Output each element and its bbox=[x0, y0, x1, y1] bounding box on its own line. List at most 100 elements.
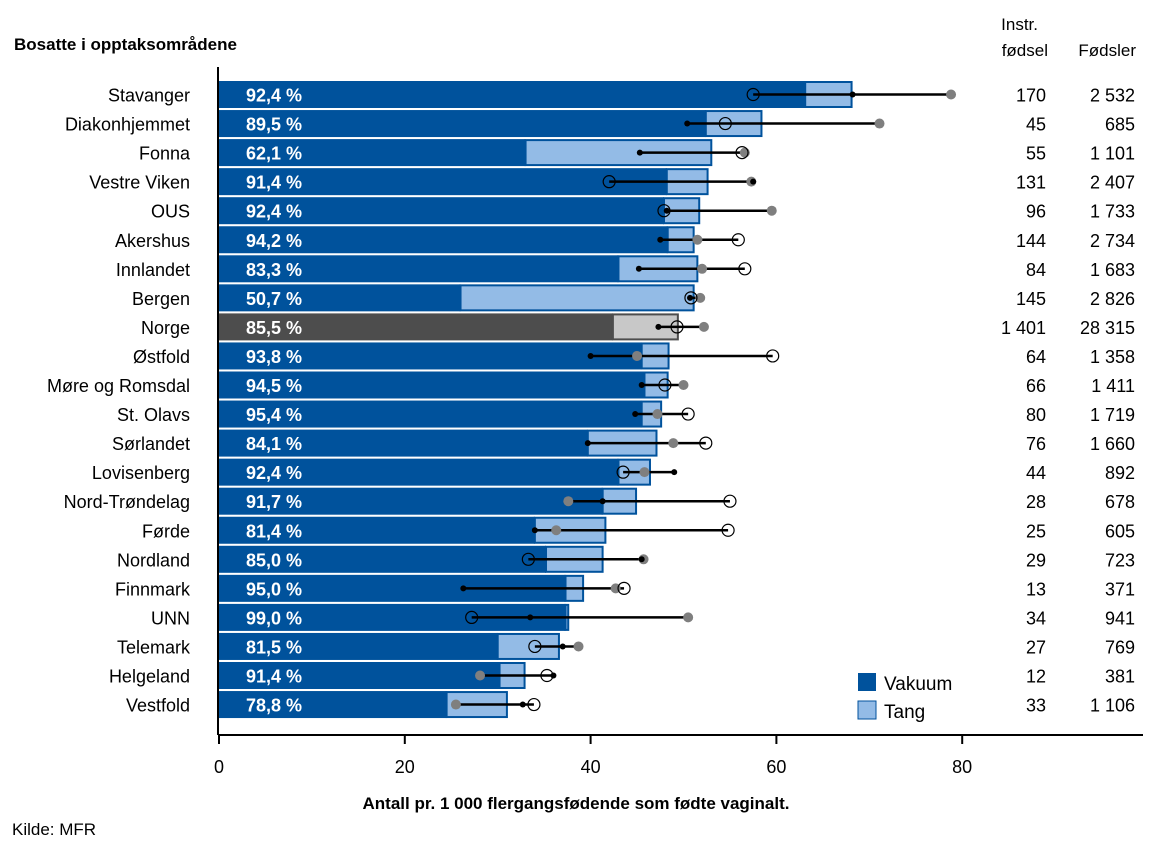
row-label-16: Nordland bbox=[117, 550, 190, 570]
bar-vakuum-3 bbox=[219, 168, 667, 196]
dot-grey-1 bbox=[874, 118, 885, 129]
instr-value-15: 25 bbox=[1026, 521, 1046, 541]
legend-label-tang: Tang bbox=[884, 702, 925, 723]
source-note: Kilde: MFR bbox=[12, 820, 96, 839]
dot-open-9 bbox=[766, 349, 780, 363]
row-label-10: Møre og Romsdal bbox=[47, 376, 190, 396]
percent-label-2: 62,1 % bbox=[246, 144, 302, 164]
births-value-10: 1 411 bbox=[1091, 376, 1135, 396]
dot-grey-14 bbox=[563, 496, 574, 507]
row-label-3: Vestre Viken bbox=[89, 173, 190, 193]
births-value-14: 678 bbox=[1105, 492, 1135, 512]
dot-grey-13 bbox=[639, 467, 650, 478]
births-value-7: 2 826 bbox=[1090, 289, 1135, 309]
instr-value-1: 45 bbox=[1026, 115, 1046, 135]
row-label-20: Helgeland bbox=[109, 667, 190, 687]
percent-label-9: 93,8 % bbox=[246, 347, 302, 367]
legend-swatch-tang bbox=[857, 700, 877, 720]
bar-vakuum-9 bbox=[219, 342, 642, 370]
dot-open-5 bbox=[731, 233, 745, 247]
row-label-1: Diakonhjemmet bbox=[65, 115, 190, 135]
bar-vakuum-0 bbox=[219, 81, 806, 108]
dot-black-18 bbox=[527, 614, 534, 621]
bar-vakuum-21 bbox=[219, 691, 447, 719]
bar-tang-7 bbox=[459, 284, 695, 312]
births-value-8: 28 315 bbox=[1080, 318, 1135, 338]
percent-label-1: 89,5 % bbox=[246, 115, 302, 135]
bar-vakuum-1 bbox=[219, 110, 706, 138]
instr-value-8: 1 401 bbox=[1001, 318, 1046, 338]
births-value-6: 1 683 bbox=[1090, 260, 1135, 280]
instr-value-3: 131 bbox=[1016, 173, 1046, 193]
bar-vakuum-14 bbox=[219, 487, 603, 515]
dot-grey-8 bbox=[698, 321, 709, 332]
x-axis-title: Antall pr. 1 000 flergangsfødende som fø… bbox=[363, 794, 790, 813]
dot-open-10 bbox=[658, 378, 672, 392]
bar-vakuum-12 bbox=[219, 429, 588, 457]
row-label-7: Bergen bbox=[132, 289, 190, 309]
births-value-3: 2 407 bbox=[1090, 173, 1135, 193]
instr-value-7: 145 bbox=[1016, 289, 1046, 309]
percent-label-10: 94,5 % bbox=[246, 376, 302, 396]
instr-value-14: 28 bbox=[1026, 492, 1046, 512]
instr-value-12: 76 bbox=[1026, 434, 1046, 454]
dot-grey-10 bbox=[678, 380, 689, 390]
births-value-15: 605 bbox=[1105, 521, 1135, 541]
dot-open-8 bbox=[670, 320, 684, 334]
dot-black-17 bbox=[460, 585, 467, 592]
percent-label-12: 84,1 % bbox=[246, 434, 302, 454]
dot-black-21 bbox=[519, 701, 526, 708]
dot-open-18 bbox=[465, 610, 479, 625]
instr-value-2: 55 bbox=[1026, 144, 1046, 164]
row-label-8: Norge bbox=[141, 318, 190, 338]
dot-open-0 bbox=[746, 87, 760, 102]
row-label-5: Akershus bbox=[115, 231, 190, 251]
instr-value-17: 13 bbox=[1026, 579, 1046, 599]
row-label-12: Sørlandet bbox=[112, 434, 190, 454]
births-value-2: 1 101 bbox=[1090, 144, 1135, 164]
births-value-1: 685 bbox=[1105, 115, 1135, 135]
percent-label-4: 92,4 % bbox=[246, 202, 302, 222]
chart-title: Bosatte i opptaksområdene bbox=[14, 35, 237, 54]
percent-label-11: 95,4 % bbox=[246, 405, 302, 425]
x-tick-label-2: 40 bbox=[581, 757, 601, 777]
births-value-20: 381 bbox=[1105, 667, 1135, 687]
x-tick-label-0: 0 bbox=[214, 757, 224, 777]
dot-open-17 bbox=[617, 581, 631, 595]
bar-vakuum-4 bbox=[219, 197, 664, 225]
births-value-17: 371 bbox=[1105, 579, 1135, 599]
dot-grey-4 bbox=[766, 205, 777, 216]
row-label-18: UNN bbox=[151, 608, 190, 628]
header-instr-line1: Instr. bbox=[1001, 15, 1038, 34]
percent-label-19: 81,5 % bbox=[246, 637, 302, 657]
births-value-4: 1 733 bbox=[1090, 202, 1135, 222]
dot-grey-18 bbox=[683, 612, 694, 623]
dot-black-13 bbox=[671, 469, 678, 476]
row-label-15: Førde bbox=[142, 521, 190, 541]
births-value-5: 2 734 bbox=[1090, 231, 1135, 251]
percent-label-18: 99,0 % bbox=[246, 608, 302, 628]
dot-open-6 bbox=[738, 262, 752, 276]
header-instr-line2: fødsel bbox=[1002, 41, 1048, 60]
x-tick-label-4: 80 bbox=[952, 757, 972, 777]
births-value-0: 2 532 bbox=[1090, 86, 1135, 106]
dot-black-19 bbox=[559, 643, 566, 650]
dot-open-12 bbox=[699, 436, 713, 450]
instr-value-20: 12 bbox=[1026, 667, 1046, 687]
dot-open-13 bbox=[616, 465, 630, 479]
dot-grey-20 bbox=[475, 670, 486, 681]
x-axis-ticks: 0 20 40 60 80 bbox=[214, 735, 972, 777]
dot-black-8 bbox=[655, 323, 662, 330]
percent-label-3: 91,4 % bbox=[246, 173, 302, 193]
dot-black-10 bbox=[638, 382, 645, 388]
bar-vakuum-6 bbox=[219, 255, 619, 283]
labels-group: Stavanger 92,4 % 170 2 532 Diakonhjemmet 89,5… bbox=[47, 86, 1135, 716]
instr-value-18: 34 bbox=[1026, 608, 1046, 628]
dot-grey-5 bbox=[692, 234, 703, 245]
x-tick-label-3: 60 bbox=[766, 757, 786, 777]
dot-black-5 bbox=[657, 236, 664, 243]
row-label-14: Nord-Trøndelag bbox=[64, 492, 190, 512]
instr-value-10: 66 bbox=[1026, 376, 1046, 396]
bar-vakuum-11 bbox=[219, 400, 642, 428]
dot-black-0 bbox=[849, 91, 856, 98]
